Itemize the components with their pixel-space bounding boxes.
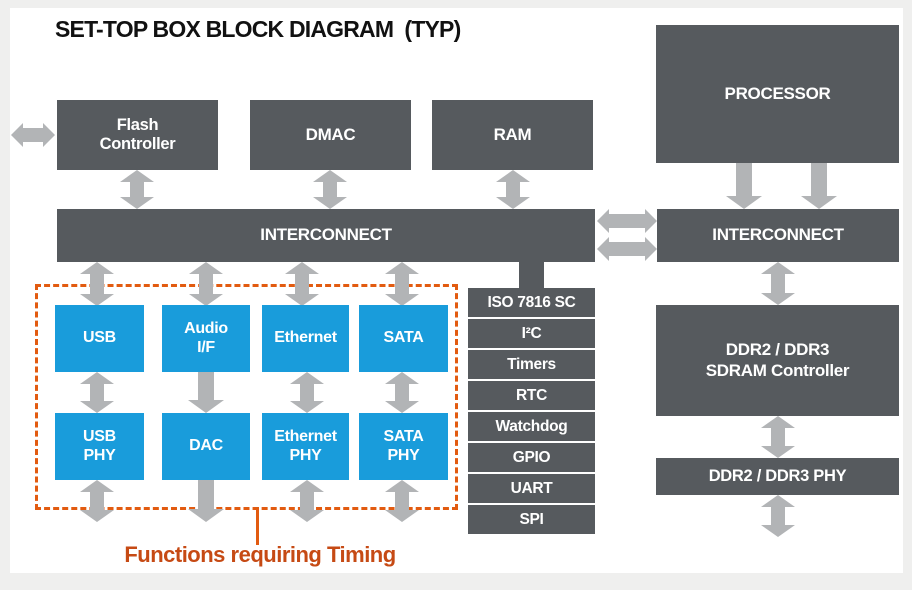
arrow-ethernetphy-external-icon <box>290 480 324 522</box>
arrow-ddrcontroller-ddrphy-icon <box>761 416 795 458</box>
block-interconnect-right: INTERCONNECT <box>657 209 899 262</box>
block-sata-phy: SATA PHY <box>359 413 448 480</box>
ddr-sdram-controller-label-line1: DDR2 / DDR3 <box>725 340 830 360</box>
flash-controller-label-line2: Controller <box>99 135 176 153</box>
peripheral-timers: Timers <box>468 350 595 379</box>
interconnect-peripheral-connector <box>519 258 544 292</box>
annotation-leader-line <box>256 507 259 545</box>
ethernet-phy-label-line2: PHY <box>289 446 322 464</box>
peripheral-gpio: GPIO <box>468 443 595 472</box>
block-processor: PROCESSOR <box>656 25 899 163</box>
dac-label: DAC <box>189 437 223 455</box>
audio-if-label-line1: Audio <box>184 320 228 338</box>
audio-if-label-line2: I/F <box>197 338 215 356</box>
ethernet-phy-label-line1: Ethernet <box>274 428 337 446</box>
peripheral-spi: SPI <box>468 505 595 534</box>
block-dmac: DMAC <box>250 100 411 170</box>
block-sata: SATA <box>359 305 448 372</box>
arrow-sata-sataphy-icon <box>385 372 419 413</box>
arrow-audio-dac-icon <box>188 372 224 413</box>
block-flash-controller: Flash Controller <box>57 100 218 170</box>
usb-label: USB <box>83 329 116 347</box>
timing-boundary-dashed-box <box>35 284 458 510</box>
block-usb-phy: USB PHY <box>55 413 144 480</box>
sata-label: SATA <box>383 329 424 347</box>
peripheral-iso7816: ISO 7816 SC <box>468 288 595 317</box>
block-usb: USB <box>55 305 144 372</box>
peripheral-rtc: RTC <box>468 381 595 410</box>
sata-phy-label-line1: SATA <box>383 428 424 446</box>
ddr-phy-label: DDR2 / DDR3 PHY <box>708 466 847 485</box>
block-ddr-phy: DDR2 / DDR3 PHY <box>656 458 899 495</box>
usb-phy-label-line2: PHY <box>83 446 116 464</box>
processor-label: PROCESSOR <box>724 83 831 103</box>
ram-label: RAM <box>493 124 532 144</box>
arrow-dac-external-icon <box>188 480 224 522</box>
annotation-label: Functions requiring Timing <box>124 542 396 567</box>
block-ddr-sdram-controller: DDR2 / DDR3 SDRAM Controller <box>656 305 899 416</box>
arrow-flash-interconnect-icon <box>120 170 154 209</box>
arrow-interconnect-ddrcontroller-icon <box>761 262 795 305</box>
ddr-sdram-controller-label-line2: SDRAM Controller <box>705 360 850 380</box>
peripheral-i2c: I²C <box>468 319 595 348</box>
arrow-dmac-interconnect-icon <box>313 170 347 209</box>
block-ethernet: Ethernet <box>262 305 349 372</box>
block-audio-if: Audio I/F <box>162 305 250 372</box>
ethernet-label: Ethernet <box>274 329 337 347</box>
arrow-interconnect-bridge-1-icon <box>597 209 657 233</box>
arrow-sataphy-external-icon <box>385 480 419 522</box>
arrow-ethernet-ethernetphy-icon <box>290 372 324 413</box>
interconnect-right-label: INTERCONNECT <box>712 225 844 245</box>
peripheral-watchdog: Watchdog <box>468 412 595 441</box>
arrow-interconnect-usb-icon <box>80 262 114 306</box>
arrow-ddrphy-external-icon <box>761 495 795 537</box>
arrow-interconnect-ethernet-icon <box>285 262 319 306</box>
diagram-title: SET-TOP BOX BLOCK DIAGRAM (TYP) <box>55 16 461 42</box>
arrow-usbphy-external-icon <box>80 480 114 522</box>
peripheral-uart: UART <box>468 474 595 503</box>
block-ethernet-phy: Ethernet PHY <box>262 413 349 480</box>
flash-controller-label-line1: Flash <box>116 115 159 134</box>
block-ram: RAM <box>432 100 593 170</box>
arrow-interconnect-bridge-2-icon <box>597 237 657 261</box>
sata-phy-label-line2: PHY <box>387 446 420 464</box>
arrow-ram-interconnect-icon <box>496 170 530 209</box>
usb-phy-label-line1: USB <box>83 428 116 446</box>
block-dac: DAC <box>162 413 250 480</box>
arrow-external-flash-icon <box>11 123 55 147</box>
arrow-interconnect-audio-icon <box>189 262 223 306</box>
arrow-processor-interconnect-1-icon <box>726 163 762 209</box>
arrow-interconnect-sata-icon <box>385 262 419 306</box>
dmac-label: DMAC <box>305 124 356 144</box>
block-interconnect-left: INTERCONNECT <box>57 209 595 262</box>
arrow-usb-usbphy-icon <box>80 372 114 413</box>
interconnect-left-label: INTERCONNECT <box>260 225 392 245</box>
arrow-processor-interconnect-2-icon <box>801 163 837 209</box>
